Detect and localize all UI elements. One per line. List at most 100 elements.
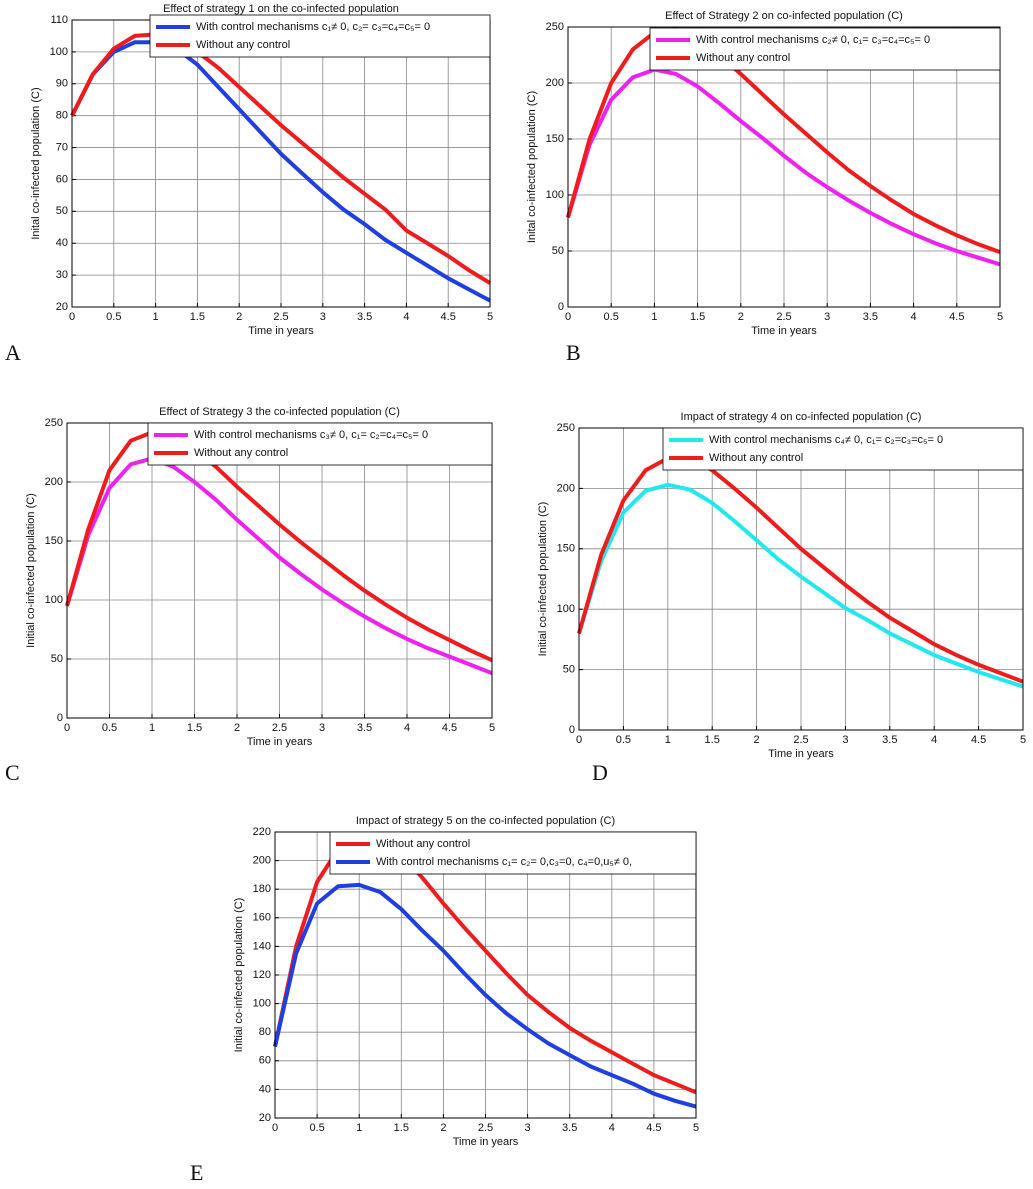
chart-title: Effect of strategy 1 on the co-infected …	[163, 3, 399, 15]
legend-label: With control mechanisms c₂≠ 0, c₁= c₃=c₄…	[696, 34, 930, 46]
y-axis-label: Initial co-infected population (C)	[25, 493, 37, 648]
x-tick-label: 3.5	[562, 1122, 577, 1134]
data-line	[577, 482, 1024, 689]
x-tick-label: 5	[997, 311, 1003, 323]
y-tick-label: 30	[56, 269, 68, 281]
y-axis-label: Inital co-infected population (C)	[526, 91, 538, 243]
panel-label: A	[5, 340, 21, 365]
data-line	[577, 456, 1024, 684]
x-tick-label: 2	[440, 1122, 446, 1134]
x-tick-label: 0	[272, 1122, 278, 1134]
y-tick-label: 80	[259, 1026, 271, 1038]
data-line	[65, 456, 493, 676]
legend-box	[329, 831, 697, 875]
y-tick-label: 120	[253, 969, 271, 981]
x-tick-label: 1	[356, 1122, 362, 1134]
y-tick-label: 100	[546, 189, 564, 201]
x-tick-label: 0	[64, 722, 70, 734]
x-tick-label: 4	[403, 311, 409, 323]
y-tick-label: 100	[253, 998, 271, 1010]
legend-label: With control mechanisms c₃≠ 0, c₁= c₂=c₄…	[194, 429, 428, 441]
x-tick-label: 2	[236, 311, 242, 323]
y-tick-label: 160	[253, 912, 271, 924]
y-axis-label: Initial co-infected population (C)	[233, 898, 245, 1053]
y-tick-label: 60	[259, 1055, 271, 1067]
x-tick-label: 4.5	[971, 734, 986, 746]
x-tick-label: 3.5	[863, 311, 878, 323]
x-tick-label: 0	[565, 311, 571, 323]
y-tick-label: 100	[45, 594, 63, 606]
legend-label: With control mechanisms c₁= c₂= 0,c₃=0, …	[376, 856, 632, 868]
plot-frame	[567, 26, 1001, 308]
chart-title: Impact of strategy 4 on co-infected popu…	[681, 411, 922, 423]
x-tick-label: 3	[319, 722, 325, 734]
y-tick-label: 250	[546, 21, 564, 33]
x-tick-label: 1.5	[187, 722, 202, 734]
x-tick-label: 4	[404, 722, 410, 734]
x-tick-label: 4	[911, 311, 917, 323]
y-tick-label: 200	[557, 482, 575, 494]
y-tick-label: 110	[50, 14, 68, 26]
y-tick-label: 90	[56, 78, 68, 90]
data-line	[566, 27, 1001, 254]
x-axis-label: Time in years	[247, 736, 313, 748]
legend-box	[649, 27, 1001, 71]
x-tick-label: 3	[525, 1122, 531, 1134]
x-tick-label: 0.5	[604, 311, 619, 323]
x-tick-label: 1	[665, 734, 671, 746]
legend-label: Without any control	[709, 452, 803, 464]
legend-box	[149, 14, 491, 58]
chart-title: Effect of Strategy 2 on co-infected popu…	[665, 10, 903, 22]
x-tick-label: 2.5	[273, 311, 288, 323]
x-tick-label: 5	[1020, 734, 1026, 746]
y-tick-label: 20	[56, 301, 68, 313]
y-tick-label: 50	[552, 245, 564, 257]
y-tick-label: 150	[45, 535, 63, 547]
y-tick-label: 150	[557, 543, 575, 555]
x-tick-label: 1.5	[690, 311, 705, 323]
x-tick-label: 1.5	[394, 1122, 409, 1134]
y-tick-label: 0	[57, 712, 63, 724]
x-tick-label: 1	[153, 311, 159, 323]
x-tick-label: 4.5	[442, 722, 457, 734]
x-axis-label: Time in years	[768, 748, 834, 760]
y-tick-label: 20	[259, 1112, 271, 1124]
x-tick-label: 2	[234, 722, 240, 734]
y-tick-label: 220	[253, 826, 271, 838]
x-tick-label: 0.5	[616, 734, 631, 746]
y-tick-label: 250	[45, 417, 63, 429]
x-tick-label: 1	[651, 311, 657, 323]
x-tick-label: 0.5	[106, 311, 121, 323]
legend-box	[147, 422, 493, 466]
legend-label: Without any control	[194, 447, 288, 459]
data-line	[65, 430, 493, 663]
x-tick-label: 1.5	[705, 734, 720, 746]
y-tick-label: 50	[51, 653, 63, 665]
x-tick-label: 3	[320, 311, 326, 323]
legend-label: With control mechanisms c₄≠ 0, c₁= c₂=c₃…	[709, 434, 943, 446]
chart-title: Impact of strategy 5 on the co-infected …	[356, 815, 615, 827]
x-tick-label: 0	[69, 311, 75, 323]
x-axis-label: Time in years	[453, 1136, 519, 1148]
x-tick-label: 4.5	[949, 311, 964, 323]
panel-label: D	[592, 760, 608, 785]
x-tick-label: 4	[931, 734, 937, 746]
panel-label: B	[566, 340, 581, 365]
y-tick-label: 50	[563, 664, 575, 676]
chart-title: Effect of Strategy 3 the co-infected pop…	[159, 406, 400, 418]
x-tick-label: 2	[754, 734, 760, 746]
x-tick-label: 3	[842, 734, 848, 746]
x-axis-label: Time in years	[751, 325, 817, 337]
y-tick-label: 250	[557, 422, 575, 434]
x-tick-label: 2.5	[478, 1122, 493, 1134]
y-tick-label: 180	[253, 883, 271, 895]
x-tick-label: 3.5	[357, 311, 372, 323]
x-tick-label: 0.5	[309, 1122, 324, 1134]
y-tick-label: 0	[558, 301, 564, 313]
x-tick-label: 2.5	[272, 722, 287, 734]
x-tick-label: 2.5	[793, 734, 808, 746]
x-tick-label: 2.5	[776, 311, 791, 323]
data-line	[70, 32, 492, 285]
y-tick-label: 40	[259, 1083, 271, 1095]
